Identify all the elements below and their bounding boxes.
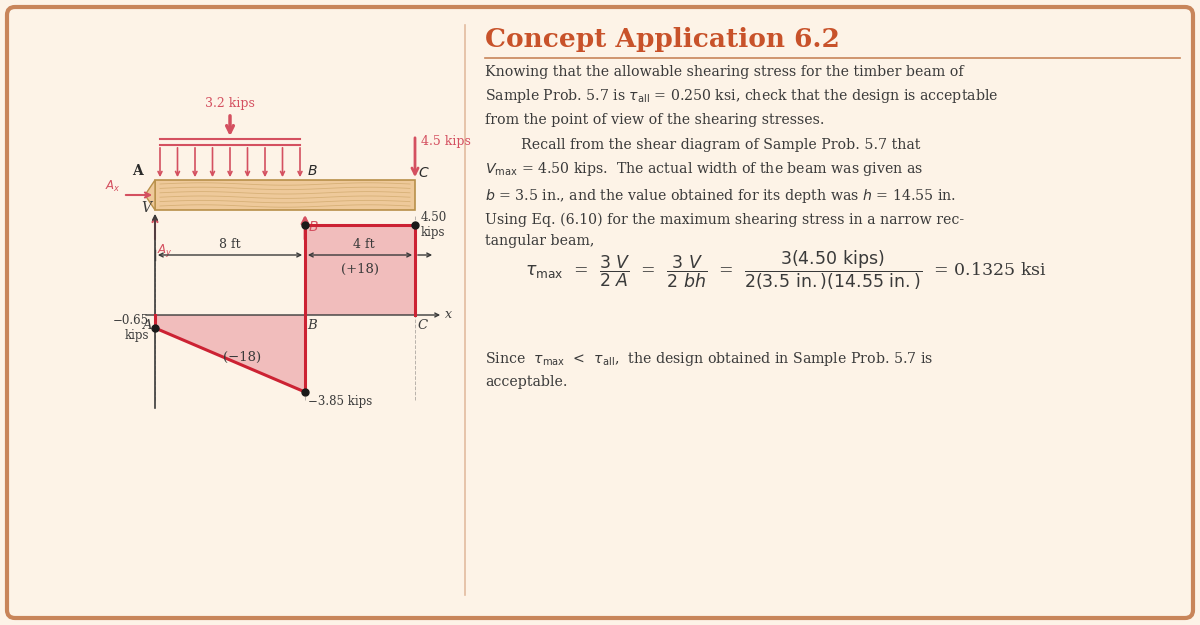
Text: C: C [418,319,427,332]
Text: A: A [143,319,152,332]
Text: Concept Application 6.2: Concept Application 6.2 [485,27,840,52]
Text: (−18): (−18) [223,351,262,364]
Text: V: V [142,201,151,215]
Text: Recall from the shear diagram of Sample Prob. 5.7 that
$V_\mathrm{max}$ = 4.50 k: Recall from the shear diagram of Sample … [485,138,964,248]
Text: $A_y$: $A_y$ [157,242,173,259]
Text: Since  $\tau_\mathrm{max}$  <  $\tau_\mathrm{all}$,  the design obtained in Samp: Since $\tau_\mathrm{max}$ < $\tau_\mathr… [485,350,934,389]
Text: $A_x$: $A_x$ [106,179,121,194]
Text: −3.85 kips: −3.85 kips [308,395,372,408]
Text: Knowing that the allowable shearing stress for the timber beam of
Sample Prob. 5: Knowing that the allowable shearing stre… [485,65,998,127]
Text: $B$: $B$ [308,220,319,234]
Text: 4.50
kips: 4.50 kips [421,211,448,239]
Text: A: A [132,164,143,178]
Text: x: x [445,309,452,321]
Text: −0.65
kips: −0.65 kips [113,314,149,342]
Text: $B$: $B$ [307,164,318,178]
Polygon shape [305,225,415,315]
Text: 4.5 kips: 4.5 kips [421,135,470,148]
Text: 4 ft: 4 ft [353,238,374,251]
Text: 8 ft: 8 ft [220,238,241,251]
Text: $\tau_\mathrm{max}$  =  $\dfrac{3\ V}{2\ A}$  =  $\dfrac{3\ V}{2\ bh}$  =  $\dfr: $\tau_\mathrm{max}$ = $\dfrac{3\ V}{2\ A… [526,248,1046,292]
Polygon shape [155,315,305,392]
Text: 3.2 kips: 3.2 kips [205,97,254,110]
FancyBboxPatch shape [155,180,415,210]
FancyBboxPatch shape [7,7,1193,618]
Text: $C$: $C$ [418,166,430,180]
Text: (+18): (+18) [341,262,379,276]
Text: B: B [307,319,317,332]
Polygon shape [145,180,155,210]
